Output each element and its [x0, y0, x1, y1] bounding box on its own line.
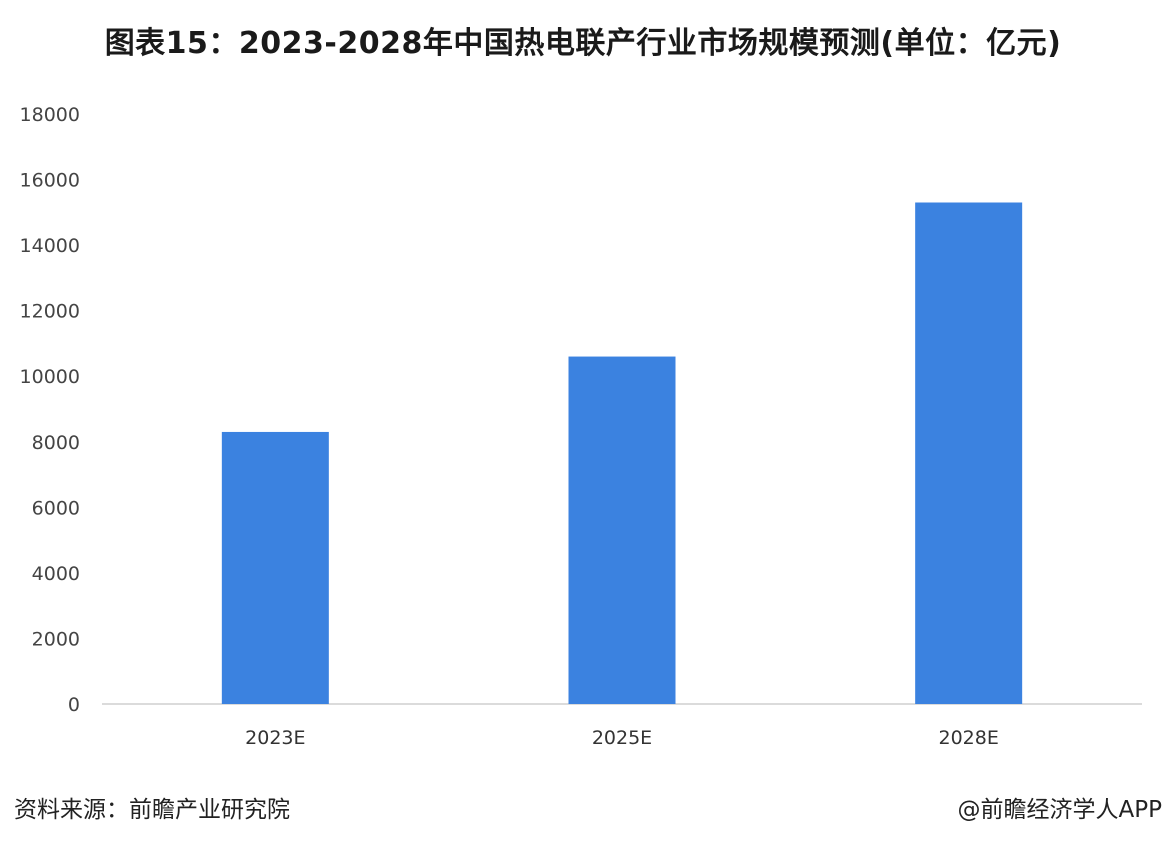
chart-title: 图表15：2023-2028年中国热电联产行业市场规模预测(单位：亿元) — [104, 26, 1062, 61]
credit-note: @前瞻经济学人APP — [957, 797, 1162, 823]
bars — [221, 202, 1023, 704]
x-tick-label: 2025E — [592, 727, 652, 749]
y-tick-label: 14000 — [20, 235, 80, 257]
x-tick-label: 2028E — [938, 727, 998, 749]
bar — [568, 356, 676, 704]
y-tick-label: 16000 — [20, 170, 80, 192]
y-tick-label: 8000 — [32, 432, 80, 454]
y-tick-label: 4000 — [32, 563, 80, 585]
y-axis: 0 2000 4000 6000 8000 10000 12000 14000 16000 180… — [20, 104, 80, 716]
bar — [915, 202, 1023, 704]
y-tick-label: 0 — [68, 694, 80, 716]
x-tick-label: 2023E — [245, 727, 305, 749]
bar-chart: 0 2000 4000 6000 8000 10000 12000 14000 16000 180… — [20, 104, 1142, 749]
y-tick-label: 10000 — [20, 366, 80, 388]
source-note: 资料来源：前瞻产业研究院 — [14, 797, 290, 823]
y-tick-label: 6000 — [32, 497, 80, 519]
x-axis: 2023E 2025E 2028E — [245, 727, 999, 749]
y-tick-label: 2000 — [32, 628, 80, 650]
y-tick-label: 18000 — [20, 104, 80, 126]
y-tick-label: 12000 — [20, 301, 80, 323]
bar — [221, 431, 329, 704]
